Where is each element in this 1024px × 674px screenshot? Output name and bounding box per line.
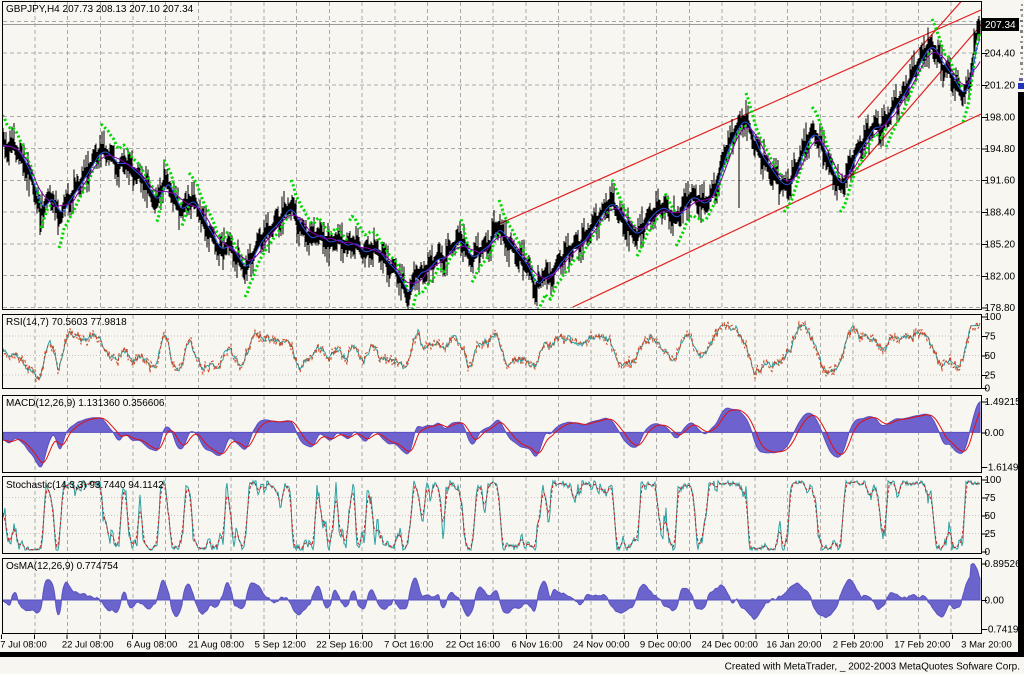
svg-text:100: 100 [985, 312, 1002, 323]
svg-text:RSI(14,7) 70.5603 77.9818: RSI(14,7) 70.5603 77.9818 [6, 317, 127, 328]
svg-text:MACD(12,26,9) 1.131360 0.35: MACD(12,26,9) 1.131360 0.356606 [6, 398, 165, 409]
svg-text:25: 25 [985, 371, 997, 382]
svg-text:21 Aug 08:00: 21 Aug 08:00 [188, 640, 244, 651]
svg-text:7 Jul 08:00: 7 Jul 08:00 [0, 640, 46, 651]
svg-text:25: 25 [985, 529, 997, 540]
svg-text:182.00: 182.00 [985, 272, 1016, 283]
svg-text:201.20: 201.20 [985, 81, 1016, 92]
svg-text:0: 0 [985, 383, 991, 394]
svg-text:3 Mar 20:00: 3 Mar 20:00 [961, 640, 1012, 651]
svg-text:191.60: 191.60 [985, 176, 1016, 187]
svg-text:24 Nov 00:00: 24 Nov 00:00 [573, 640, 630, 651]
svg-text:17 Feb 20:00: 17 Feb 20:00 [894, 640, 950, 651]
svg-text:198.00: 198.00 [985, 113, 1016, 124]
svg-text:6 Nov 16:00: 6 Nov 16:00 [511, 640, 562, 651]
svg-text:6 Aug 08:00: 6 Aug 08:00 [127, 640, 178, 651]
svg-text:-0.74199: -0.74199 [985, 625, 1024, 636]
svg-text:204.40: 204.40 [985, 49, 1016, 60]
svg-text:178.80: 178.80 [985, 303, 1016, 314]
svg-text:100: 100 [985, 475, 1002, 486]
svg-text:185.20: 185.20 [985, 240, 1016, 251]
svg-text:GBPJPY,H4 207.73 208.13 207.1: GBPJPY,H4 207.73 208.13 207.10 207.34 [6, 4, 194, 15]
svg-text:Created with MetaTrader, _ 200: Created with MetaTrader, _ 2002-2003 Met… [725, 662, 1020, 673]
svg-text:Stochastic(14,3,3) 93.7440 9: Stochastic(14,3,3) 93.7440 94.1142 [6, 480, 164, 491]
svg-text:7 Oct 16:00: 7 Oct 16:00 [384, 640, 433, 651]
svg-text:50: 50 [985, 511, 997, 522]
svg-text:188.40: 188.40 [985, 208, 1016, 219]
svg-text:16 Jan 20:00: 16 Jan 20:00 [766, 640, 821, 651]
svg-text:OsMA(12,26,9) 0.774754: OsMA(12,26,9) 0.774754 [6, 561, 119, 572]
svg-text:22 Jul 08:00: 22 Jul 08:00 [62, 640, 114, 651]
svg-text:5 Sep 12:00: 5 Sep 12:00 [255, 640, 306, 651]
svg-text:1.49215: 1.49215 [985, 397, 1022, 408]
svg-text:2 Feb 20:00: 2 Feb 20:00 [833, 640, 884, 651]
svg-text:50: 50 [985, 351, 997, 362]
svg-text:22 Oct 16:00: 22 Oct 16:00 [446, 640, 500, 651]
svg-text:22 Sep 16:00: 22 Sep 16:00 [316, 640, 373, 651]
svg-text:0.89526: 0.89526 [985, 559, 1022, 570]
svg-text:9 Dec 00:00: 9 Dec 00:00 [640, 640, 691, 651]
svg-text:194.80: 194.80 [985, 144, 1016, 155]
svg-text:207.34: 207.34 [985, 20, 1016, 31]
svg-text:0: 0 [985, 547, 991, 558]
svg-text:75: 75 [985, 493, 997, 504]
svg-text:24 Dec 00:00: 24 Dec 00:00 [701, 640, 758, 651]
svg-text:0.00: 0.00 [985, 428, 1005, 439]
svg-text:-1.61498: -1.61498 [985, 463, 1024, 474]
svg-text:75: 75 [985, 332, 997, 343]
svg-text:0.00: 0.00 [985, 596, 1005, 607]
